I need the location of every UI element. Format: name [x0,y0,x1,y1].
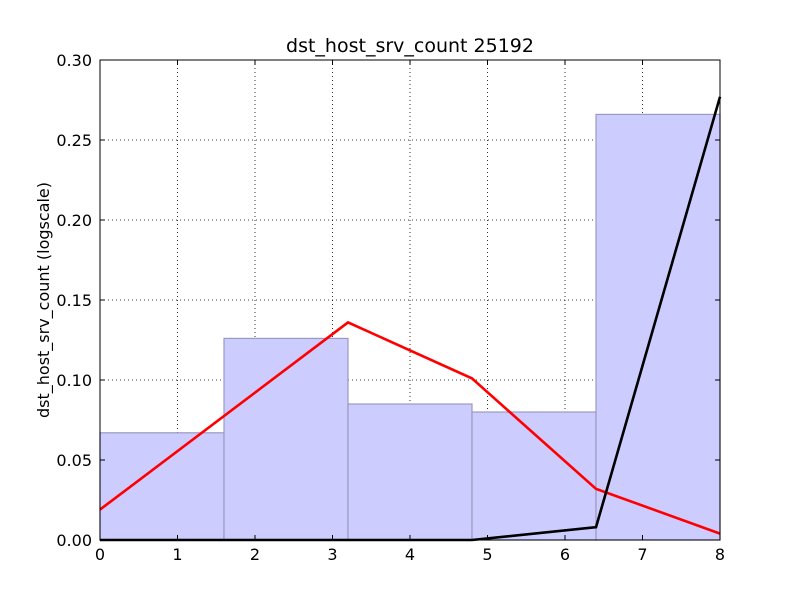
y-tick-label: 0.30 [56,51,92,70]
histogram-bar [595,113,721,541]
x-tick-label: 6 [560,545,570,564]
histogram-bar [223,337,349,541]
y-tick-label: 0.00 [56,531,92,550]
y-tick-label: 0.10 [56,371,92,390]
histogram-bar [471,411,597,541]
histogram-bars [99,113,721,541]
x-tick-label: 5 [482,545,492,564]
x-tick-label: 4 [405,545,415,564]
chart-title: dst_host_srv_count 25192 [286,35,534,57]
series-line [99,320,721,535]
histogram-bar [347,403,473,541]
y-axis-label: dst_host_srv_count (logscale) [34,182,54,418]
y-tick-label: 0.15 [56,291,92,310]
x-tick-label: 3 [327,545,337,564]
x-tick-label: 2 [250,545,260,564]
x-tick-label: 0 [95,545,105,564]
axis-ticks: 0 1 2 3 4 5 6 7 8 0.00 0.05 0.10 0.15 0.20 0.25 0.30 [56,51,725,564]
x-tick-label: 8 [715,545,725,564]
x-tick-label: 1 [172,545,182,564]
y-tick-label: 0.20 [56,211,92,230]
y-tick-label: 0.25 [56,131,92,150]
x-tick-label: 7 [637,545,647,564]
histogram-bar [99,432,225,541]
y-tick-label: 0.05 [56,451,92,470]
